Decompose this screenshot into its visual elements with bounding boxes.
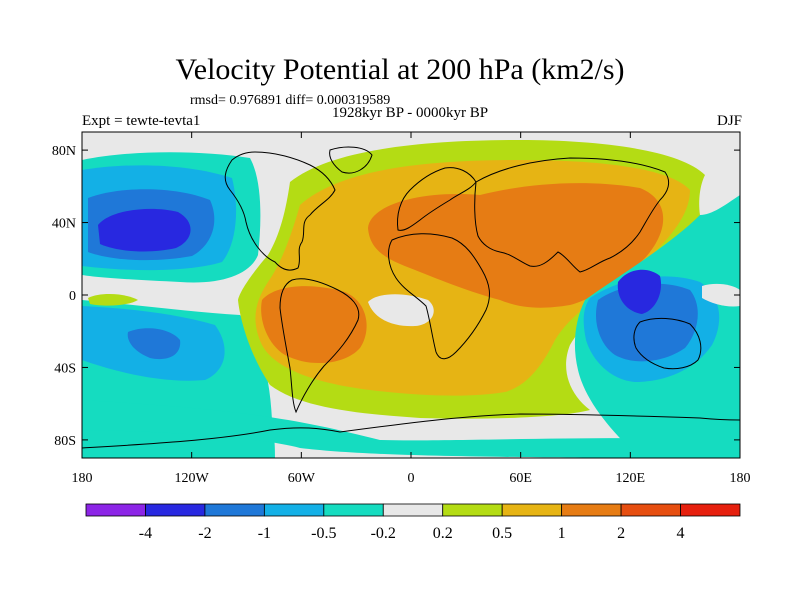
lon-tick-label: 60E	[509, 471, 532, 486]
asia-coast	[474, 157, 670, 273]
lat-tick-label: 80N	[52, 144, 76, 159]
colorbar-label: -2	[198, 525, 211, 542]
colorbar-label: 1	[558, 525, 566, 542]
southern-negative-band	[82, 400, 740, 458]
lon-tick-label: 0	[408, 471, 415, 486]
colorbar-label: 0.2	[433, 525, 453, 542]
colorbar-swatch	[382, 503, 444, 517]
south-america-positive-core	[261, 286, 367, 364]
colorbar-label: 0.5	[492, 525, 512, 542]
south-america-coast	[279, 278, 360, 414]
lat-tick-label: 40N	[52, 217, 76, 232]
colorbar-label: 2	[617, 525, 625, 542]
lat-tick-label: 0	[69, 289, 76, 304]
north-pacific-negative-4	[98, 208, 191, 252]
colorbar-swatch	[145, 503, 206, 517]
north-pacific-near-zero-east	[699, 169, 740, 215]
lon-tick-label: 120E	[616, 471, 646, 486]
colorbar-swatch	[561, 503, 622, 517]
south-pacific-negative-3	[127, 328, 181, 360]
antarctica-coast	[82, 413, 740, 449]
colorbar-swatch	[680, 503, 741, 517]
west-pacific-negative-4	[617, 269, 662, 314]
colorbar-swatch	[501, 503, 563, 517]
lat-tick-label: 40S	[54, 361, 76, 376]
colorbar-swatch	[323, 503, 384, 517]
colorbar-label: -4	[139, 525, 152, 542]
atlantic-near-zero	[368, 294, 434, 327]
eurasia-positive-core	[368, 183, 664, 308]
coastlines	[82, 146, 740, 449]
colorbar-swatch	[204, 503, 265, 517]
east-pacific-near-zero	[702, 283, 740, 307]
greenland-coast	[329, 146, 373, 174]
period-label: 1928kyr BP - 0000kyr BP	[331, 105, 489, 121]
australia-coast	[633, 317, 702, 370]
season-label: DJF	[716, 113, 742, 129]
colorbar: -4 -2 -1 -0.5 -0.2 0.2 0.5 1 2 4	[85, 503, 741, 542]
longitude-axis: 180 120W 60W 0 60E 120E 180	[72, 132, 751, 486]
colorbar-swatch	[442, 503, 503, 517]
latitude-axis: 80N 40N 0 40S 80S	[52, 144, 740, 449]
lon-tick-label: 180	[72, 471, 93, 486]
africa-coast	[388, 233, 490, 360]
pacific-positive-blob	[88, 294, 138, 306]
north-america-coast	[224, 151, 336, 271]
contour-field	[82, 132, 740, 458]
lon-tick-label: 60W	[288, 471, 316, 486]
lat-tick-label: 80S	[54, 434, 76, 449]
experiment-label: Expt = tewte-tevta1	[82, 113, 201, 129]
map-title: Velocity Potential at 200 hPa (km2/s)	[175, 53, 625, 86]
lon-tick-label: 120W	[175, 471, 210, 486]
colorbar-swatch	[85, 503, 146, 517]
stats-label: rmsd= 0.976891 diff= 0.000319589	[190, 93, 391, 108]
colorbar-label: -1	[258, 525, 271, 542]
colorbar-label: 4	[677, 525, 685, 542]
west-pacific-negative-3	[595, 283, 698, 362]
lon-tick-label: 180	[730, 471, 751, 486]
colorbar-swatch	[620, 503, 681, 517]
colorbar-label: -0.2	[371, 525, 396, 542]
colorbar-swatch	[263, 503, 325, 517]
colorbar-label: -0.5	[311, 525, 336, 542]
